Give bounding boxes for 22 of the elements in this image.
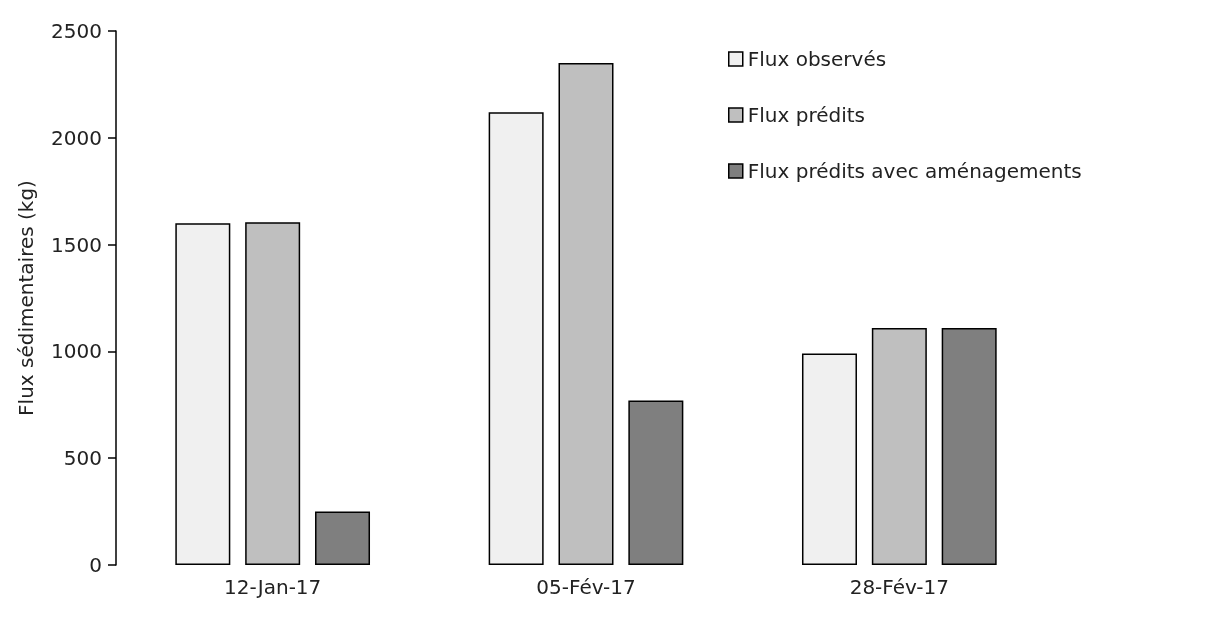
- y-tick-label: 500: [63, 446, 102, 471]
- bar: [871, 327, 927, 565]
- bar: [488, 112, 544, 565]
- y-tick-label: 1000: [51, 339, 102, 364]
- y-tick-label: 2500: [51, 19, 102, 43]
- x-tick-label: 28-Fév-17: [849, 575, 950, 599]
- legend-label: Flux prédits avec aménagements: [747, 159, 1082, 183]
- y-axis-title: Flux sédimentaires (kg): [14, 180, 38, 416]
- bar: [558, 63, 614, 565]
- bar: [175, 223, 231, 565]
- x-tick-label: 05-Fév-17: [536, 575, 636, 599]
- y-tick-label: 0: [89, 553, 102, 577]
- bar: [315, 511, 371, 565]
- bar: [628, 400, 684, 565]
- legend-label: Flux prédits: [747, 103, 865, 127]
- bar: [245, 222, 301, 565]
- bar: [801, 353, 857, 565]
- x-tick-label: 12-Jan-17: [224, 575, 322, 599]
- legend-label: Flux observés: [747, 47, 887, 71]
- y-tick-label: 2000: [51, 125, 102, 150]
- bar: [941, 327, 997, 565]
- y-tick-label: 1500: [51, 232, 102, 257]
